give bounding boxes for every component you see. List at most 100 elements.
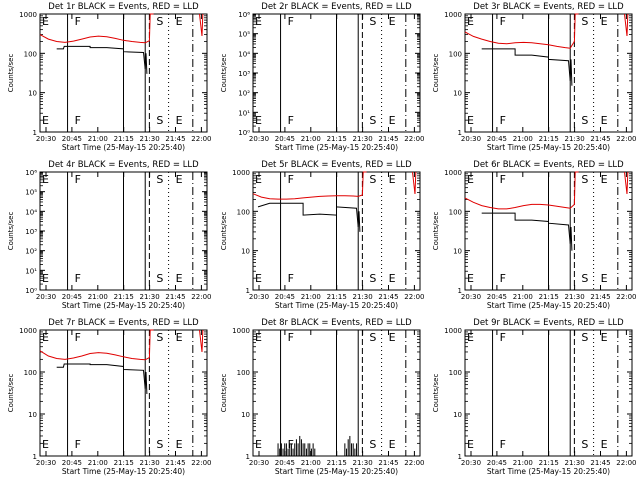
y-tick-label: 1000 [444,327,462,335]
marker-label-top: F [500,173,506,186]
x-tick-label: 21:45 [378,135,398,143]
marker-label-top: E [467,15,474,28]
x-tick-label: 22:00 [191,459,211,467]
x-tick-label: 21:45 [378,459,398,467]
x-tick-label: 20:45 [275,293,295,301]
panel-det8: Det 8r BLACK = Events, RED = LLD 1 10 100 10… [220,318,424,476]
y-tick-label: 10⁴ [238,50,250,58]
x-tick-label: 21:30 [565,293,585,301]
y-axis-label: Counts/sec [220,374,228,413]
marker-label: S [369,438,376,451]
x-axis-label: Start Time (25-May-15 20:25:40) [62,143,185,152]
x-tick-label: 21:30 [140,293,160,301]
marker-label: E [42,272,49,285]
y-tick-label: 100 [449,369,462,377]
x-tick-label: 20:45 [487,459,507,467]
x-tick-label: 21:45 [165,135,185,143]
marker-label: E [389,438,396,451]
series-events-line [56,45,148,74]
x-tick-label: 21:30 [565,135,585,143]
marker-label-top: E [601,331,608,344]
x-tick-label: 21:15 [539,459,559,467]
marker-label-top: E [467,173,474,186]
x-tick-label: 22:00 [191,293,211,301]
marker-label: E [176,272,183,285]
series-lld-line [39,13,154,44]
x-tick-label: 22:00 [616,293,636,301]
x-tick-label: 20:45 [487,293,507,301]
y-tick-label: 1 [246,453,250,461]
panel-title: Det 5r BLACK = Events, RED = LLD [261,160,412,170]
y-tick-label: 10⁰ [25,287,37,295]
x-tick-label: 20:30 [461,135,481,143]
x-tick-label: 21:45 [378,293,398,301]
x-tick-label: 21:45 [590,293,610,301]
panel-title: Det 1r BLACK = Events, RED = LLD [48,2,199,12]
x-tick-label: 21:15 [114,459,134,467]
x-tick-label: 20:45 [275,135,295,143]
x-tick-label: 20:45 [275,459,295,467]
x-tick-label: 21:15 [327,459,347,467]
marker-label-top: E [42,331,49,344]
x-tick-label: 21:15 [327,135,347,143]
x-tick-label: 21:45 [165,293,185,301]
y-axis-label: Counts/sec [7,54,15,93]
marker-label: S [156,114,163,127]
marker-label-top: F [75,15,81,28]
x-tick-label: 20:30 [249,135,269,143]
marker-label-top: F [288,15,294,28]
y-axis-label: Counts/sec [432,212,440,251]
y-tick-label: 1 [33,453,37,461]
series-events-line [481,212,573,251]
x-tick-label: 21:30 [140,135,160,143]
panel-title: Det 3r BLACK = Events, RED = LLD [473,2,624,12]
marker-label: S [581,114,588,127]
marker-label: S [156,272,163,285]
x-tick-label: 20:30 [249,293,269,301]
marker-label: E [42,114,49,127]
x-axis-label: Start Time (25-May-15 20:25:40) [62,467,185,476]
panel-title: Det 7r BLACK = Events, RED = LLD [48,318,199,328]
x-tick-label: 21:15 [539,293,559,301]
series-lld-spike [198,13,204,37]
marker-label-top: E [389,331,396,344]
marker-label: E [601,114,608,127]
marker-label-top: E [255,331,262,344]
marker-label-top: E [176,173,183,186]
marker-label: E [255,272,262,285]
x-tick-label: 21:15 [327,293,347,301]
marker-label: F [288,114,294,127]
y-axis-label: Counts/sec [7,212,15,251]
marker-label: F [500,438,506,451]
panel-title: Det 6r BLACK = Events, RED = LLD [473,160,624,170]
x-tick-label: 20:45 [487,135,507,143]
x-tick-label: 21:00 [301,459,321,467]
y-axis-label: Counts/sec [432,374,440,413]
marker-label-top: S [156,15,163,28]
y-tick-label: 1 [458,129,462,137]
x-tick-label: 20:30 [36,459,56,467]
marker-label: E [176,438,183,451]
y-tick-label: 10 [453,90,462,98]
y-tick-label: 10² [25,248,37,256]
y-axis-label: Counts/sec [220,212,228,251]
y-tick-label: 10 [453,411,462,419]
marker-label: S [369,114,376,127]
marker-label: S [156,438,163,451]
y-tick-label: 100 [24,369,37,377]
marker-label-top: E [389,15,396,28]
marker-label: E [601,272,608,285]
marker-label-top: F [500,15,506,28]
marker-label: E [389,272,396,285]
y-tick-label: 1000 [444,11,462,19]
series-events-line [257,202,361,232]
x-tick-label: 20:30 [36,293,56,301]
y-tick-label: 1000 [232,169,250,177]
y-tick-label: 100 [24,50,37,58]
x-tick-label: 20:45 [62,459,82,467]
marker-label: E [389,114,396,127]
y-tick-label: 1 [246,287,250,295]
x-tick-label: 21:30 [353,293,373,301]
marker-label: F [500,114,506,127]
x-tick-label: 20:45 [62,293,82,301]
